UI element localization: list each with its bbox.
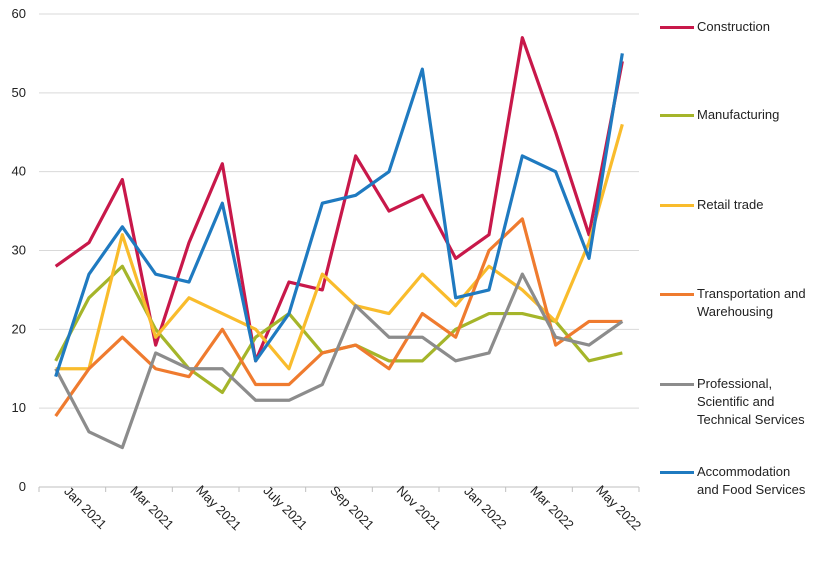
legend-label: Transportation and Warehousing bbox=[697, 286, 806, 319]
x-tick-label: Jan 2022 bbox=[461, 483, 509, 531]
legend-swatch bbox=[660, 26, 694, 29]
y-tick-label: 60 bbox=[12, 6, 26, 21]
legend-label: Accommodation and Food Services bbox=[697, 464, 806, 497]
legend-swatch bbox=[660, 471, 694, 474]
legend-label: Retail trade bbox=[697, 197, 764, 212]
legend-swatch bbox=[660, 293, 694, 296]
y-tick-label: 40 bbox=[12, 164, 26, 179]
y-tick-label: 0 bbox=[19, 479, 26, 494]
y-tick-label: 20 bbox=[12, 321, 26, 336]
legend-swatch bbox=[660, 114, 694, 117]
x-tick-label: Mar 2021 bbox=[127, 483, 176, 532]
legend-label: Construction bbox=[697, 19, 770, 34]
x-tick-label: Sep 2021 bbox=[327, 483, 377, 533]
series-line bbox=[55, 123, 624, 371]
y-tick-label: 10 bbox=[12, 400, 26, 415]
y-tick-label: 30 bbox=[12, 243, 26, 258]
legend-label: Professional, Scientific and Technical S… bbox=[697, 376, 805, 427]
x-tick-label: July 2021 bbox=[260, 483, 310, 533]
x-tick-label: May 2021 bbox=[193, 482, 244, 533]
legend-swatch bbox=[660, 204, 694, 207]
x-tick-label: Nov 2021 bbox=[394, 483, 444, 533]
legend-label: Manufacturing bbox=[697, 107, 780, 122]
legend-swatch bbox=[660, 383, 694, 386]
series-line bbox=[54, 272, 624, 450]
x-tick-label: May 2022 bbox=[593, 482, 644, 533]
series-line bbox=[54, 53, 624, 378]
x-tick-label: Mar 2022 bbox=[527, 483, 576, 532]
x-tick-label: Jan 2021 bbox=[61, 483, 109, 531]
y-tick-label: 50 bbox=[12, 85, 26, 100]
